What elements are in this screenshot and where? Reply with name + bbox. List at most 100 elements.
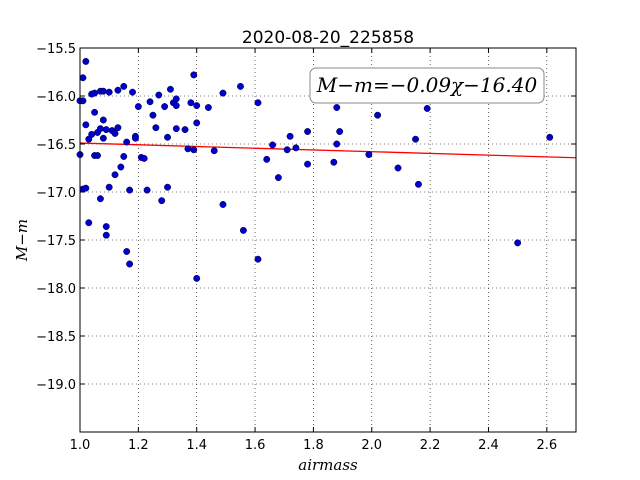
data-point [204,104,212,111]
y-tick-label: −18.0 [36,282,76,297]
x-tick-label: 1.4 [186,438,207,453]
data-point [304,128,312,135]
data-point [219,89,227,97]
data-point [96,195,104,203]
data-point [155,91,163,99]
data-point [140,154,148,162]
data-point [161,103,169,111]
data-point [102,223,110,231]
data-point [190,71,198,79]
data-point [120,82,128,90]
data-point [82,57,90,65]
data-point [333,104,341,111]
data-point [105,183,113,191]
data-point [374,111,382,119]
x-tick-label: 1.8 [303,438,324,453]
data-point [184,145,192,153]
fit-line-group [79,142,577,159]
data-point [254,255,262,263]
data-point [190,146,198,154]
data-point [117,163,125,171]
data-point [514,239,522,247]
x-tick-label: 1.6 [245,438,266,453]
data-point [336,128,344,135]
data-point [99,116,107,124]
data-point [164,133,171,141]
tick-labels: 1.0 1.2 1.4 1.6 1.8 2.0 2.2 2.4 2.6 −15.5 −16.0 −16… [36,42,557,453]
data-point [99,134,107,142]
data-point [166,85,174,93]
data-point [99,87,107,95]
data-point [412,135,419,143]
chart-title: 2020-08-20_225858 [242,28,414,48]
x-tick-label: 2.2 [420,438,441,453]
data-point [172,125,180,133]
data-point [85,219,93,227]
x-axis-label: airmass [298,456,358,474]
y-tick-label: −17.5 [36,234,76,249]
y-tick-label: −16.0 [36,90,76,105]
data-point [394,164,402,172]
x-tick-label: 1.0 [70,438,91,453]
data-point [274,174,282,182]
data-point [423,105,431,112]
x-tick-label: 2.0 [361,438,382,453]
data-point [131,134,139,142]
data-point [269,141,277,149]
fit-line [79,142,577,159]
data-point [193,102,201,110]
data-point [126,260,134,268]
data-point [263,155,271,163]
x-tick-label: 1.2 [128,438,149,453]
data-point [129,88,136,96]
data-point [254,99,262,107]
data-point [105,88,113,96]
data-point [123,248,131,255]
data-point [134,103,142,111]
data-point [283,146,291,154]
data-point [88,130,96,138]
data-point [111,129,119,137]
fit-annotation-box [309,67,545,104]
data-point [102,126,110,134]
data-point [172,102,180,110]
data-point [292,144,300,152]
data-point [210,147,218,155]
data-point [152,124,160,132]
data-point [164,183,171,191]
data-point [102,231,110,239]
fit-annotation: M−m=−0.09χ−16.40 [309,67,545,104]
data-point [94,152,101,159]
data-point [82,184,90,192]
x-tick-label: 2.4 [478,438,499,453]
data-point [114,124,122,132]
data-point [146,98,154,106]
data-point [239,226,247,234]
data-points [76,57,554,282]
data-point [193,274,201,282]
data-point [114,86,122,94]
data-point [181,126,189,134]
data-point [91,108,99,116]
data-point [546,133,554,141]
data-point [219,201,227,208]
fit-annotation-text: M−m=−0.09χ−16.40 [316,73,538,97]
y-tick-label: −16.5 [36,138,76,153]
data-point [158,197,166,205]
data-point [286,132,294,140]
data-point [414,180,422,188]
data-point [79,97,87,105]
data-point [111,171,119,179]
y-tick-label: −19.0 [36,378,76,393]
y-tick-label: −17.0 [36,186,76,201]
data-point [91,89,99,97]
data-point [123,138,131,146]
x-tick-label: 2.6 [536,438,557,453]
axis-ticks [79,47,576,432]
data-point [82,121,90,129]
data-point [187,99,195,107]
data-point [304,160,312,168]
data-point [333,140,341,148]
data-point [330,158,338,166]
